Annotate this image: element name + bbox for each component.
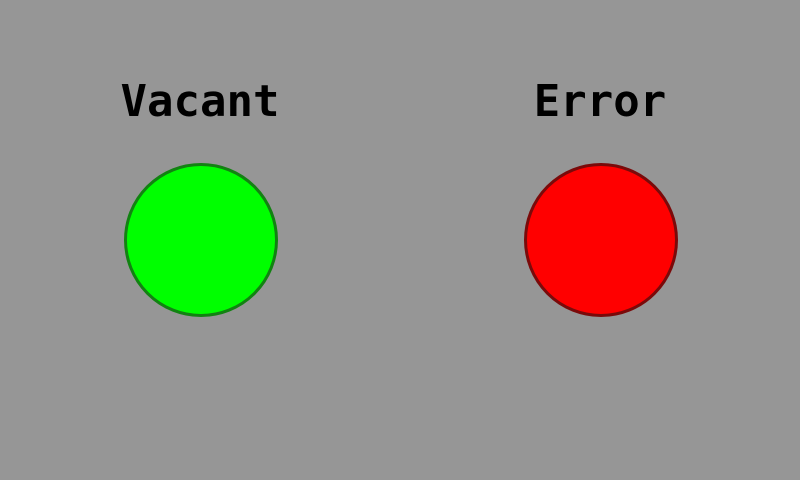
error-status-label: Error <box>533 76 667 127</box>
green-status-light-icon <box>124 163 278 317</box>
vacant-status-indicator: Vacant <box>50 0 350 480</box>
red-status-light-icon <box>524 163 678 317</box>
vacant-status-label: Vacant <box>120 76 280 127</box>
error-status-indicator: Error <box>450 0 750 480</box>
